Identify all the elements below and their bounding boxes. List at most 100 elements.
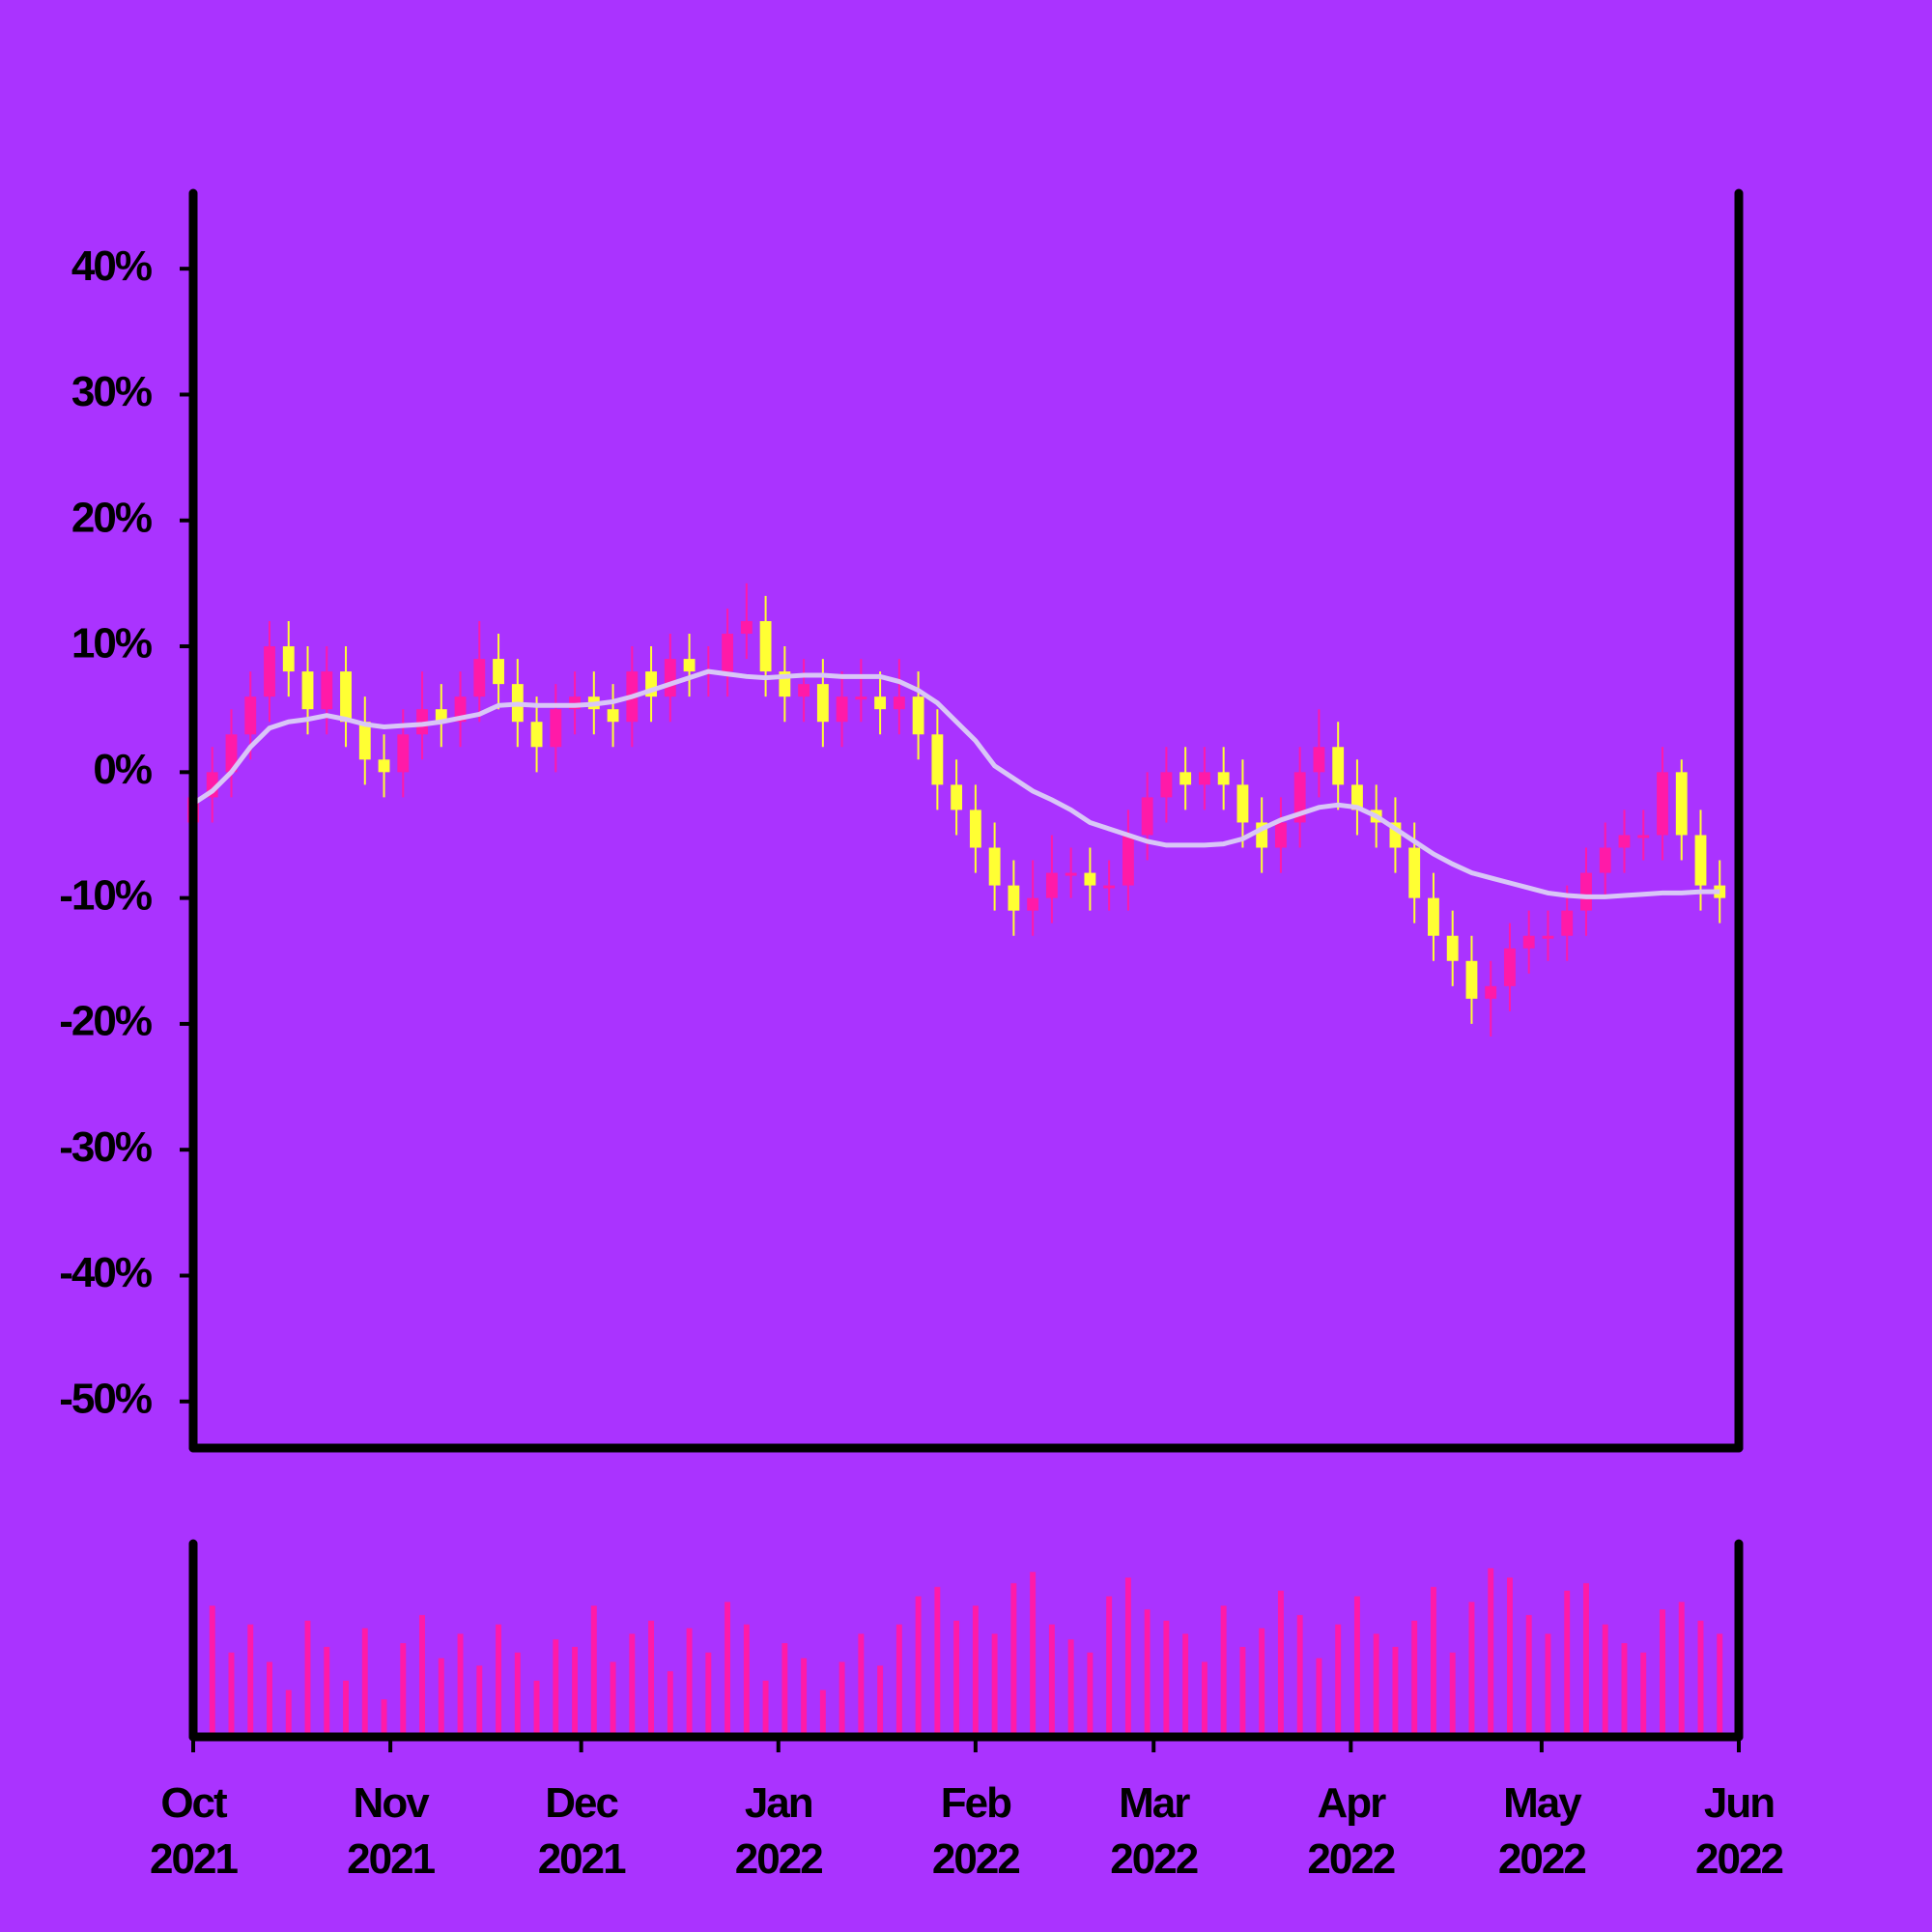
volume-bar (1010, 1582, 1017, 1737)
x-tick-label: Apr 2022 (1307, 1779, 1396, 1883)
candle-body (1045, 872, 1058, 898)
candle-body (1293, 772, 1306, 823)
y-tick-label: 40% (71, 242, 152, 290)
y-tick-label: -10% (59, 871, 152, 919)
volume-bar (1468, 1602, 1475, 1737)
candle-body (855, 696, 867, 700)
candle-body (1351, 784, 1363, 810)
volume-bar (1717, 1634, 1723, 1737)
candle-body (1332, 747, 1345, 785)
candle-body (225, 734, 238, 773)
volume-bar (438, 1658, 444, 1737)
candle-body (1465, 960, 1478, 999)
volume-bar (553, 1639, 559, 1737)
candle-body (912, 696, 924, 735)
volume-bar (801, 1658, 808, 1737)
candle-body (607, 709, 619, 723)
candle-body (321, 671, 333, 710)
candle-body (740, 620, 753, 635)
candle-body (836, 696, 848, 723)
volume-bar (762, 1680, 769, 1737)
x-tick-label: Dec 2021 (537, 1779, 627, 1883)
volume-bar (1411, 1620, 1418, 1737)
volume-bar (400, 1643, 407, 1737)
candle-body (1561, 910, 1574, 936)
volume-bar (514, 1652, 521, 1737)
volume-bar (1583, 1582, 1589, 1737)
volume-bar (1564, 1590, 1571, 1737)
volume-bar (1525, 1614, 1532, 1737)
volume-bar (648, 1620, 655, 1737)
candle-body (874, 696, 887, 710)
moving-average (191, 668, 1720, 899)
volume-bar (381, 1699, 387, 1737)
candle-body (530, 722, 543, 748)
volume-bar (1182, 1634, 1189, 1737)
candle-body (1485, 985, 1497, 999)
volume-bar (1316, 1658, 1322, 1737)
candle-body (435, 709, 447, 723)
candle-body (1522, 935, 1535, 949)
volume-bar (972, 1605, 979, 1737)
candle-body (798, 684, 810, 697)
volume-bar (590, 1605, 597, 1737)
volume-bar (610, 1662, 616, 1737)
y-tick-label: -40% (59, 1249, 152, 1296)
candle-body (931, 734, 944, 785)
x-tick-label: Feb 2022 (931, 1779, 1021, 1883)
x-tick-label: Nov 2021 (347, 1779, 436, 1883)
volume-bar (1602, 1624, 1608, 1737)
volume-bar (667, 1671, 673, 1737)
volume-bar (915, 1596, 922, 1737)
volume-bar (285, 1690, 292, 1737)
volume-bar (267, 1662, 272, 1737)
volume-bar (1449, 1652, 1456, 1737)
candle-body (1141, 797, 1153, 836)
candle-body (1504, 948, 1516, 986)
candle-body (988, 847, 1001, 886)
y-tick-label: -30% (59, 1123, 152, 1171)
y-tick-label: -20% (59, 998, 152, 1045)
candle-body (550, 709, 562, 748)
volume-bar (1373, 1634, 1379, 1737)
candle-body (1446, 935, 1459, 961)
candle-body (1179, 772, 1192, 785)
volume-bar (1048, 1624, 1055, 1737)
volume-bar (572, 1646, 579, 1737)
candle-body (1675, 772, 1688, 836)
volume-bar (1697, 1620, 1704, 1737)
volume-bar (895, 1624, 902, 1737)
volume-bar (1488, 1568, 1494, 1737)
x-tick-label: Jan 2022 (734, 1779, 824, 1883)
candle-body (378, 759, 390, 773)
candle-body (397, 734, 410, 773)
candle-body (1580, 872, 1592, 911)
volume-bar (877, 1665, 884, 1737)
candle-body (1103, 885, 1116, 889)
volume-bar (953, 1620, 960, 1737)
volume-bar (743, 1624, 750, 1737)
volume-bar (1163, 1620, 1170, 1737)
volume-bar (419, 1614, 425, 1737)
volume-bar (1220, 1605, 1227, 1737)
volume-bar (343, 1680, 349, 1737)
volume-bar (496, 1624, 502, 1737)
candle-body (645, 671, 657, 697)
candle-body (1694, 835, 1707, 886)
volume-bar (838, 1662, 845, 1737)
y-tick-label: -50% (59, 1375, 152, 1422)
volume-bar (457, 1634, 464, 1737)
volume-bar (1353, 1596, 1360, 1737)
candle-body (1618, 835, 1631, 848)
volume-bar (1640, 1652, 1647, 1737)
candle-body (1198, 772, 1210, 785)
candle-body (1160, 772, 1173, 798)
y-tick-label: 10% (71, 620, 152, 668)
volume-bar (1335, 1624, 1342, 1737)
volume-bar (1087, 1652, 1094, 1737)
candle-body (1122, 835, 1134, 886)
candle-body (1389, 822, 1402, 848)
volume-bar (209, 1605, 215, 1737)
candle-body (816, 684, 829, 723)
